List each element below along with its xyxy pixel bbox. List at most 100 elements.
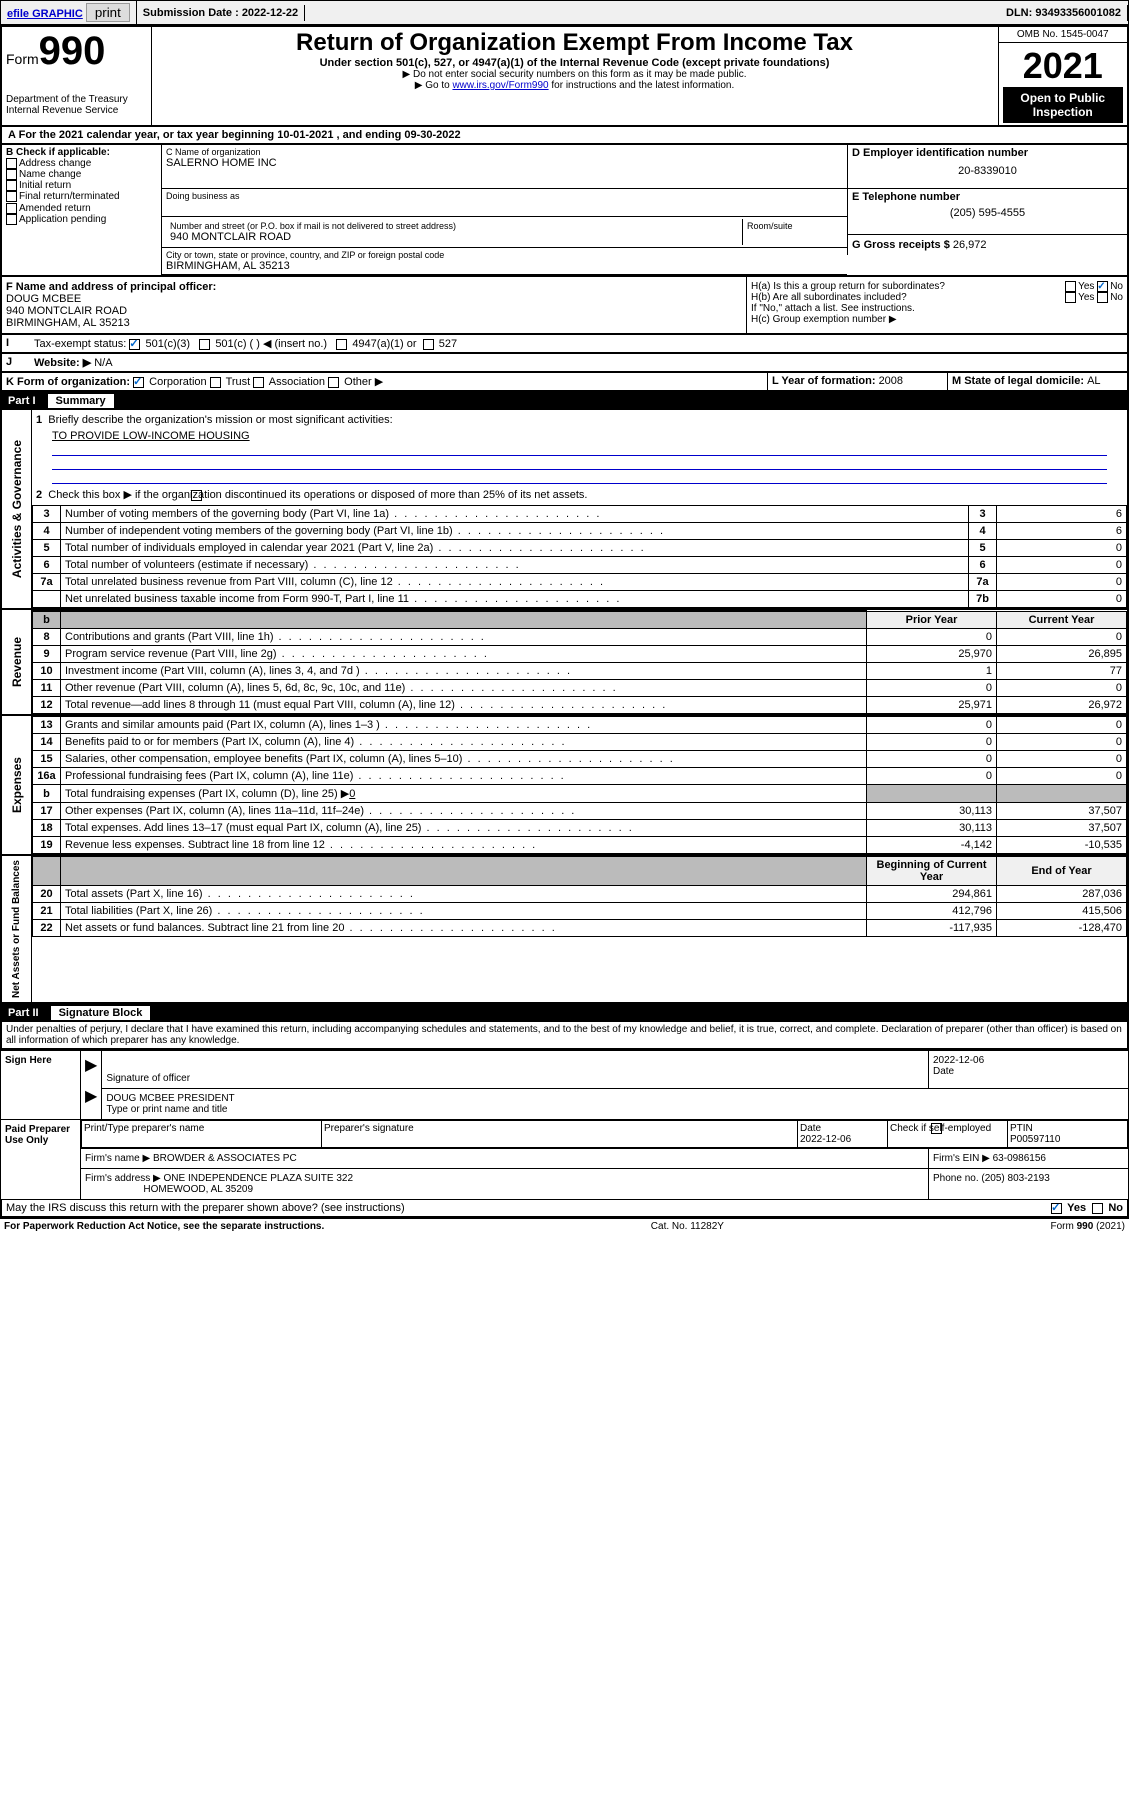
label-ein: D Employer identification number	[852, 147, 1123, 159]
cb-app-pending[interactable]	[6, 214, 17, 225]
cb-ha-yes[interactable]	[1065, 281, 1076, 292]
ptin: P00597110	[1010, 1134, 1060, 1145]
section-revenue: Revenue bPrior YearCurrent Year 8Contrib…	[0, 610, 1129, 716]
gross-value: 26,972	[953, 239, 987, 251]
officer-addr1: 940 MONTCLAIR ROAD	[6, 305, 742, 317]
firm-name: BROWDER & ASSOCIATES PC	[153, 1153, 297, 1164]
cb-assoc[interactable]	[253, 377, 264, 388]
print-button[interactable]: print	[86, 3, 130, 22]
form-number: 990	[39, 29, 106, 73]
cb-name-change[interactable]	[6, 169, 17, 180]
org-city: BIRMINGHAM, AL 35213	[166, 260, 843, 272]
top-bar: efile GRAPHIC print Submission Date : 20…	[0, 0, 1129, 25]
firm-addr2: HOMEWOOD, AL 35209	[143, 1184, 253, 1195]
cb-address-change[interactable]	[6, 158, 17, 169]
label-hc: H(c) Group exemption number ▶	[751, 314, 1123, 325]
irs-link[interactable]: www.irs.gov/Form990	[452, 80, 548, 91]
officer-sub-label: Type or print name and title	[106, 1104, 1124, 1115]
section-expenses: Expenses 13Grants and similar amounts pa…	[0, 716, 1129, 856]
form-subtitle-1: Under section 501(c), 527, or 4947(a)(1)…	[156, 57, 994, 69]
sig-date-value: 2022-12-06	[933, 1055, 1124, 1066]
efile-link[interactable]: efile GRAPHIC	[7, 8, 83, 20]
omb-number: OMB No. 1545-0047	[998, 26, 1128, 43]
officer-addr2: BIRMINGHAM, AL 35213	[6, 317, 742, 329]
submission-date: Submission Date : 2022-12-22	[137, 5, 305, 21]
irs-label: Internal Revenue Service	[6, 105, 147, 116]
cb-527[interactable]	[423, 339, 434, 350]
cb-discuss-no[interactable]	[1092, 1203, 1103, 1214]
l1-value: TO PROVIDE LOW-INCOME HOUSING	[52, 430, 250, 442]
label-gross: G Gross receipts $	[852, 239, 953, 251]
org-name: SALERNO HOME INC	[166, 157, 843, 169]
cb-trust[interactable]	[210, 377, 221, 388]
tax-year: 2021	[1003, 45, 1124, 87]
sig-officer-label: Signature of officer	[106, 1073, 924, 1084]
label-street: Number and street (or P.O. box if mail i…	[170, 221, 738, 231]
cb-hb-no[interactable]	[1097, 292, 1108, 303]
form-subtitle-3: ▶ Go to www.irs.gov/Form990 for instruct…	[156, 80, 994, 91]
cb-final-return[interactable]	[6, 191, 17, 202]
cb-amended[interactable]	[6, 203, 17, 214]
cb-other[interactable]	[328, 377, 339, 388]
cb-ha-no[interactable]	[1097, 281, 1108, 292]
inspection-label: Open to Public Inspection	[1003, 87, 1124, 123]
label-org-name: C Name of organization	[166, 147, 843, 157]
box-b: B Check if applicable: Address change Na…	[2, 145, 162, 275]
header-block-2: F Name and address of principal officer:…	[0, 277, 1129, 335]
header-block: B Check if applicable: Address change Na…	[0, 145, 1129, 277]
discuss-row: May the IRS discuss this return with the…	[0, 1200, 1129, 1218]
cat-no: Cat. No. 11282Y	[651, 1221, 724, 1232]
label-officer: F Name and address of principal officer:	[6, 281, 216, 293]
form-header: Form990 Department of the Treasury Inter…	[0, 25, 1129, 127]
page-footer: For Paperwork Reduction Act Notice, see …	[0, 1218, 1129, 1234]
side-governance: Activities & Governance	[8, 436, 26, 582]
part2-header: Part II Signature Block	[0, 1004, 1129, 1022]
row-i-j: I Tax-exempt status: 501(c)(3) 501(c) ( …	[0, 335, 1129, 354]
label-hb: H(b) Are all subordinates included?	[751, 292, 907, 303]
part1-header: Part I Summary	[0, 392, 1129, 410]
revenue-table: bPrior YearCurrent Year 8Contributions a…	[32, 610, 1127, 714]
prep-date: 2022-12-06	[800, 1134, 851, 1145]
website-value: N/A	[94, 357, 112, 369]
assets-table: Beginning of Current YearEnd of Year 20T…	[32, 856, 1127, 937]
l2-label: Check this box ▶ if the organization dis…	[48, 489, 587, 501]
l1-label: Briefly describe the organization's miss…	[48, 414, 392, 426]
form-word: Form	[6, 51, 39, 67]
domicile: AL	[1087, 375, 1100, 387]
cb-self-employed[interactable]	[931, 1123, 942, 1134]
cb-501c3[interactable]	[129, 339, 140, 350]
sign-here-label: Sign Here	[1, 1051, 81, 1120]
org-street: 940 MONTCLAIR ROAD	[170, 231, 738, 243]
label-phone: E Telephone number	[852, 191, 1123, 203]
side-expenses: Expenses	[8, 753, 26, 817]
section-netassets: Net Assets or Fund Balances Beginning of…	[0, 856, 1129, 1004]
side-netassets: Net Assets or Fund Balances	[9, 856, 24, 1002]
hb-note: If "No," attach a list. See instructions…	[751, 303, 1123, 314]
penalty-declaration: Under penalties of perjury, I declare th…	[0, 1022, 1129, 1050]
cb-corp[interactable]	[133, 377, 144, 388]
cb-501c[interactable]	[199, 339, 210, 350]
cb-discuss-yes[interactable]	[1051, 1203, 1062, 1214]
arrow-icon: ▶	[85, 1088, 97, 1105]
firm-ein: 63-0986156	[993, 1153, 1046, 1164]
paperwork-notice: For Paperwork Reduction Act Notice, see …	[4, 1221, 324, 1232]
dln: DLN: 93493356001082	[1000, 5, 1128, 21]
label-ha: H(a) Is this a group return for subordin…	[751, 281, 945, 292]
paid-preparer-label: Paid Preparer Use Only	[1, 1120, 81, 1200]
label-room: Room/suite	[743, 219, 843, 245]
label-dba: Doing business as	[166, 191, 843, 201]
section-a: A For the 2021 calendar year, or tax yea…	[0, 127, 1129, 145]
form-title: Return of Organization Exempt From Incom…	[156, 29, 994, 57]
cb-4947[interactable]	[336, 339, 347, 350]
cb-initial-return[interactable]	[6, 180, 17, 191]
row-klm: K Form of organization: Corporation Trus…	[0, 373, 1129, 392]
prep-sig-label: Preparer's signature	[322, 1121, 798, 1148]
cb-discontinued[interactable]	[191, 490, 202, 501]
side-revenue: Revenue	[8, 633, 26, 691]
prep-name-label: Print/Type preparer's name	[82, 1121, 322, 1148]
year-formation: 2008	[879, 375, 903, 387]
form-ref: Form 990 (2021)	[1051, 1221, 1125, 1232]
cb-hb-yes[interactable]	[1065, 292, 1076, 303]
prep-check-label: Check if self-employed	[888, 1121, 1008, 1148]
dept-treasury: Department of the Treasury	[6, 94, 147, 105]
